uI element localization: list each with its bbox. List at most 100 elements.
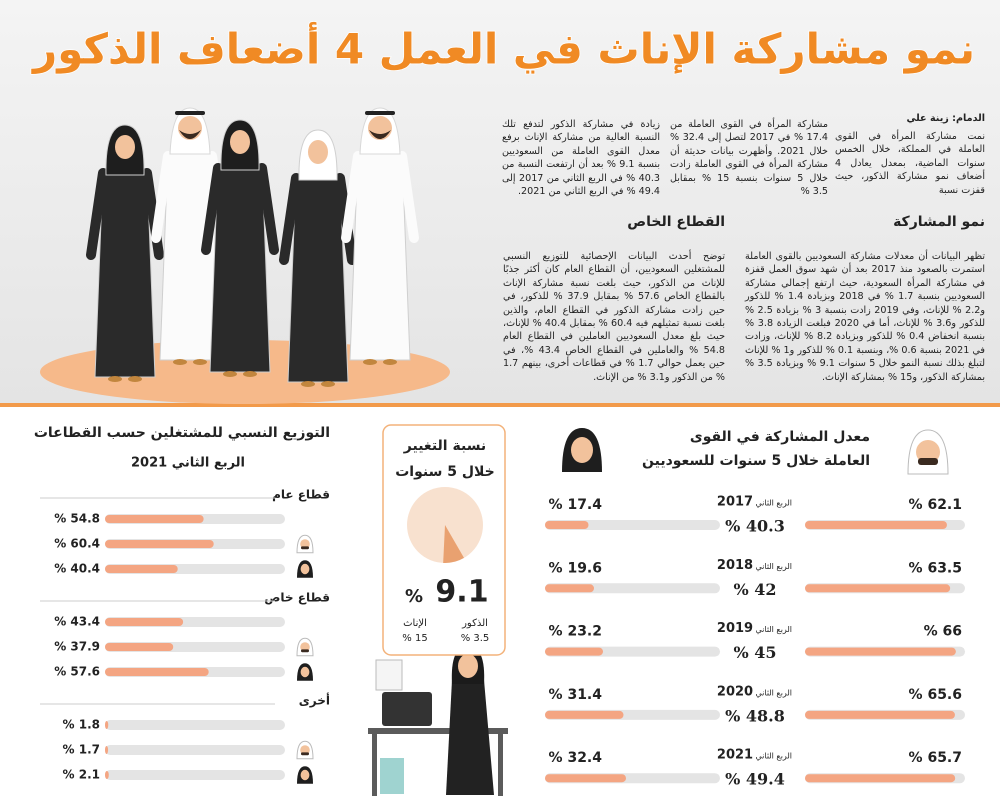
quarter: الربع الثاني: [755, 625, 792, 634]
female-label: 19.6 %: [549, 560, 602, 576]
face: [300, 666, 310, 678]
bar: [105, 771, 109, 779]
bar: [105, 565, 178, 573]
person-arm: [151, 151, 173, 243]
bar-track: [105, 720, 285, 730]
pie-slice: [443, 525, 464, 563]
value-label: 1.7 %: [63, 743, 100, 757]
charts: التوزيع النسبي للمشتغلين حسب القطاعات الر…: [34, 424, 965, 789]
value-label: 37.9 %: [54, 640, 100, 654]
quarter: الربع الثاني: [755, 499, 792, 508]
person: [341, 107, 419, 365]
person-shoe: [383, 359, 397, 365]
person-shoe: [128, 376, 142, 382]
total-change: 9.1: [435, 575, 488, 610]
desk-leg: [372, 734, 377, 796]
value-label: 57.6 %: [54, 665, 100, 679]
igal: [175, 111, 205, 115]
bar: [545, 774, 626, 783]
divider: [0, 403, 1000, 407]
desk-leg: [498, 734, 503, 796]
male-label: 66 %: [924, 624, 962, 640]
section-heading: القطاع الخاص: [627, 214, 725, 230]
year: 2019: [717, 621, 753, 636]
person-shoe: [301, 381, 315, 387]
people-illustration: [86, 107, 419, 387]
male-icon: [907, 429, 949, 475]
beard: [179, 130, 201, 139]
female-icon: [297, 663, 313, 681]
male-label: 62.1 %: [909, 497, 962, 513]
value-label: 60.4 %: [54, 537, 100, 551]
section-text: تظهر البيانات أن معدلات مشاركة السعوديين…: [745, 251, 986, 383]
value-label: 40.4 %: [54, 562, 100, 576]
male-label: 63.5 %: [909, 560, 962, 576]
female-label: 31.4 %: [549, 687, 603, 703]
person: [86, 124, 164, 382]
total-rate: 49.4 %: [725, 770, 785, 789]
face: [571, 437, 593, 463]
intro-column: زيادة في مشاركة الذكور لتدفع تلك النسبة …: [502, 119, 660, 198]
value-label: 1.8 %: [63, 718, 100, 732]
bar: [105, 540, 214, 548]
male-label: 65.6 %: [909, 687, 962, 703]
female-label: 32.4 %: [549, 750, 603, 766]
desk-top: [368, 728, 508, 734]
person: [279, 129, 357, 387]
laptop: [382, 692, 432, 726]
total-rate: 48.8 %: [725, 706, 785, 725]
person-shoe: [243, 371, 257, 377]
bar-track: [105, 770, 285, 780]
bar: [805, 774, 956, 783]
bar: [805, 647, 956, 656]
bar: [805, 521, 947, 529]
section-heading: نمو المشاركة: [893, 214, 985, 230]
quarter: الربع الثاني: [755, 688, 792, 697]
total-rate: 45 %: [733, 643, 776, 662]
female-label: 17.4 %: [549, 497, 603, 513]
bar: [105, 721, 109, 729]
value-label: 43.4 %: [54, 615, 100, 629]
value-label: 54.8 %: [54, 512, 100, 526]
group-label: قطاع خاص: [264, 591, 330, 605]
value-label: 2.1 %: [63, 768, 100, 782]
box-title: نسبة التغيير: [403, 438, 486, 454]
face: [300, 563, 310, 575]
bar: [105, 746, 109, 754]
bar: [805, 584, 951, 593]
bar: [545, 647, 603, 656]
female-icon: [297, 560, 313, 578]
beard: [369, 130, 391, 139]
male-name: الذكور: [461, 618, 488, 629]
person-arm: [397, 151, 419, 243]
person-shoe: [193, 359, 207, 365]
byline: الدمام: زينة علي: [906, 113, 985, 124]
bin: [380, 758, 404, 794]
male-change: 3.5 %: [461, 633, 490, 644]
face: [308, 140, 328, 164]
worker-face: [458, 654, 478, 678]
bar-track: [105, 745, 285, 755]
male-icon: [296, 740, 314, 760]
intro-column: مشاركة المرأة في القوى العاملة من 17.4 %…: [670, 119, 829, 198]
igal: [365, 111, 395, 115]
male-icon: [296, 534, 314, 554]
face: [300, 769, 310, 781]
bar: [545, 710, 624, 719]
total-rate: 40.3 %: [725, 517, 785, 536]
bar: [805, 710, 955, 719]
page-title: نمو مشاركة الإناث في العمل 4 أضعاف الذكو…: [31, 22, 975, 75]
person: [201, 119, 279, 377]
person-arm: [86, 168, 108, 260]
male-label: 65.7 %: [909, 750, 962, 766]
person-shoe: [173, 359, 187, 365]
chart-title: معدل المشاركة في القوى: [690, 429, 870, 445]
quarter: الربع الثاني: [755, 752, 792, 761]
bar: [105, 668, 209, 676]
chart-subtitle: الربع الثاني 2021: [131, 456, 245, 471]
beard: [918, 458, 938, 465]
male-icon: [296, 637, 314, 657]
section-text: توضح أحدث البيانات الإحصائية للتوزيع الن…: [503, 251, 725, 383]
intro-column: نمت مشاركة المرأة في القوى العاملة في ال…: [835, 131, 985, 196]
